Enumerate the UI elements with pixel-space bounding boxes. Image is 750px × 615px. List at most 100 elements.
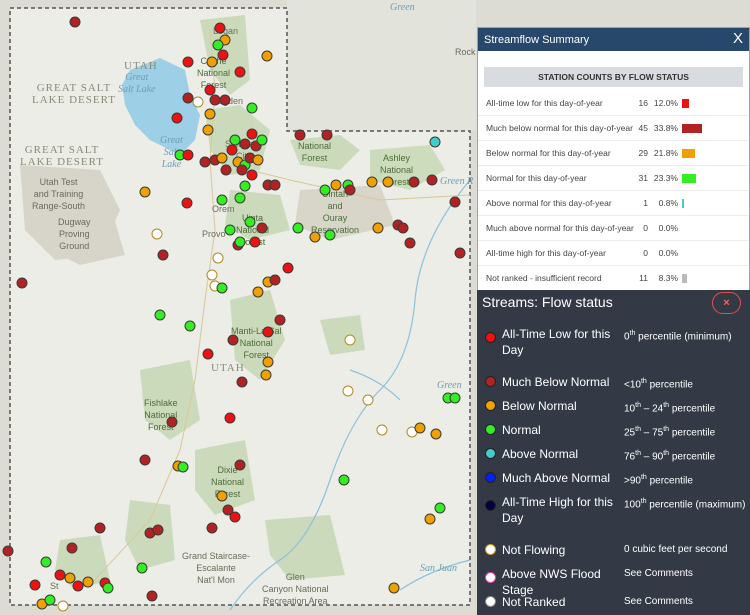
station-marker[interactable] [227,334,239,346]
station-marker[interactable] [244,216,256,228]
station-marker[interactable] [249,236,261,248]
station-marker[interactable] [408,176,420,188]
station-marker[interactable] [321,129,333,141]
station-marker[interactable] [206,522,218,534]
station-marker[interactable] [429,136,441,148]
station-marker[interactable] [2,545,14,557]
station-marker[interactable] [282,262,294,274]
station-marker[interactable] [192,96,204,108]
station-marker[interactable] [424,513,436,525]
station-marker[interactable] [66,542,78,554]
station-marker[interactable] [214,22,226,34]
station-marker[interactable] [182,56,194,68]
station-marker[interactable] [250,140,262,152]
station-marker[interactable] [224,224,236,236]
station-marker[interactable] [454,247,466,259]
station-marker[interactable] [182,92,194,104]
station-marker[interactable] [181,197,193,209]
station-marker[interactable] [362,394,374,406]
station-marker[interactable] [261,50,273,62]
station-marker[interactable] [94,522,106,534]
station-marker[interactable] [166,416,178,428]
station-marker[interactable] [139,186,151,198]
station-marker[interactable] [246,102,258,114]
station-marker[interactable] [64,572,76,584]
station-marker[interactable] [414,422,426,434]
station-marker[interactable] [382,176,394,188]
station-marker[interactable] [449,196,461,208]
station-marker[interactable] [224,412,236,424]
station-marker[interactable] [202,348,214,360]
station-marker[interactable] [342,385,354,397]
station-marker[interactable] [236,164,248,176]
station-marker[interactable] [319,184,331,196]
station-marker[interactable] [216,194,228,206]
station-marker[interactable] [236,376,248,388]
summary-close-button[interactable]: X [732,30,743,47]
station-marker[interactable] [217,49,229,61]
station-marker[interactable] [338,474,350,486]
station-marker[interactable] [239,138,251,150]
station-marker[interactable] [344,334,356,346]
station-marker[interactable] [146,590,158,602]
station-marker[interactable] [246,169,258,181]
station-marker[interactable] [171,112,183,124]
station-marker[interactable] [226,144,238,156]
station-marker[interactable] [202,124,214,136]
station-marker[interactable] [177,461,189,473]
station-marker[interactable] [252,154,264,166]
station-marker[interactable] [397,222,409,234]
station-marker[interactable] [239,180,251,192]
station-marker[interactable] [212,252,224,264]
station-marker[interactable] [260,369,272,381]
station-marker[interactable] [152,524,164,536]
station-marker[interactable] [309,231,321,243]
station-marker[interactable] [151,228,163,240]
station-marker[interactable] [82,576,94,588]
station-marker[interactable] [404,237,416,249]
station-marker[interactable] [434,502,446,514]
station-marker[interactable] [216,152,228,164]
station-marker[interactable] [234,236,246,248]
station-marker[interactable] [426,174,438,186]
station-marker[interactable] [269,179,281,191]
station-marker[interactable] [376,424,388,436]
station-marker[interactable] [366,176,378,188]
station-marker[interactable] [269,274,281,286]
station-marker[interactable] [372,222,384,234]
station-marker[interactable] [69,16,81,28]
station-marker[interactable] [102,582,114,594]
station-marker[interactable] [388,582,400,594]
station-marker[interactable] [220,164,232,176]
station-marker[interactable] [204,108,216,120]
station-marker[interactable] [234,459,246,471]
station-marker[interactable] [234,192,246,204]
station-marker[interactable] [256,222,268,234]
station-marker[interactable] [72,580,84,592]
station-marker[interactable] [44,594,56,606]
station-marker[interactable] [219,94,231,106]
station-marker[interactable] [29,579,41,591]
station-marker[interactable] [274,314,286,326]
station-marker[interactable] [206,56,218,68]
station-marker[interactable] [344,184,356,196]
station-marker[interactable] [246,128,258,140]
station-marker[interactable] [216,282,228,294]
station-marker[interactable] [216,490,228,502]
station-marker[interactable] [294,129,306,141]
station-marker[interactable] [136,562,148,574]
station-marker[interactable] [252,286,264,298]
station-marker[interactable] [139,454,151,466]
legend-close-button[interactable]: × [712,292,741,314]
station-marker[interactable] [206,269,218,281]
station-marker[interactable] [449,392,461,404]
station-marker[interactable] [204,84,216,96]
station-marker[interactable] [182,149,194,161]
station-marker[interactable] [157,249,169,261]
station-marker[interactable] [262,356,274,368]
station-marker[interactable] [57,600,69,612]
station-marker[interactable] [229,511,241,523]
station-marker[interactable] [256,134,268,146]
station-marker[interactable] [184,320,196,332]
station-marker[interactable] [330,179,342,191]
